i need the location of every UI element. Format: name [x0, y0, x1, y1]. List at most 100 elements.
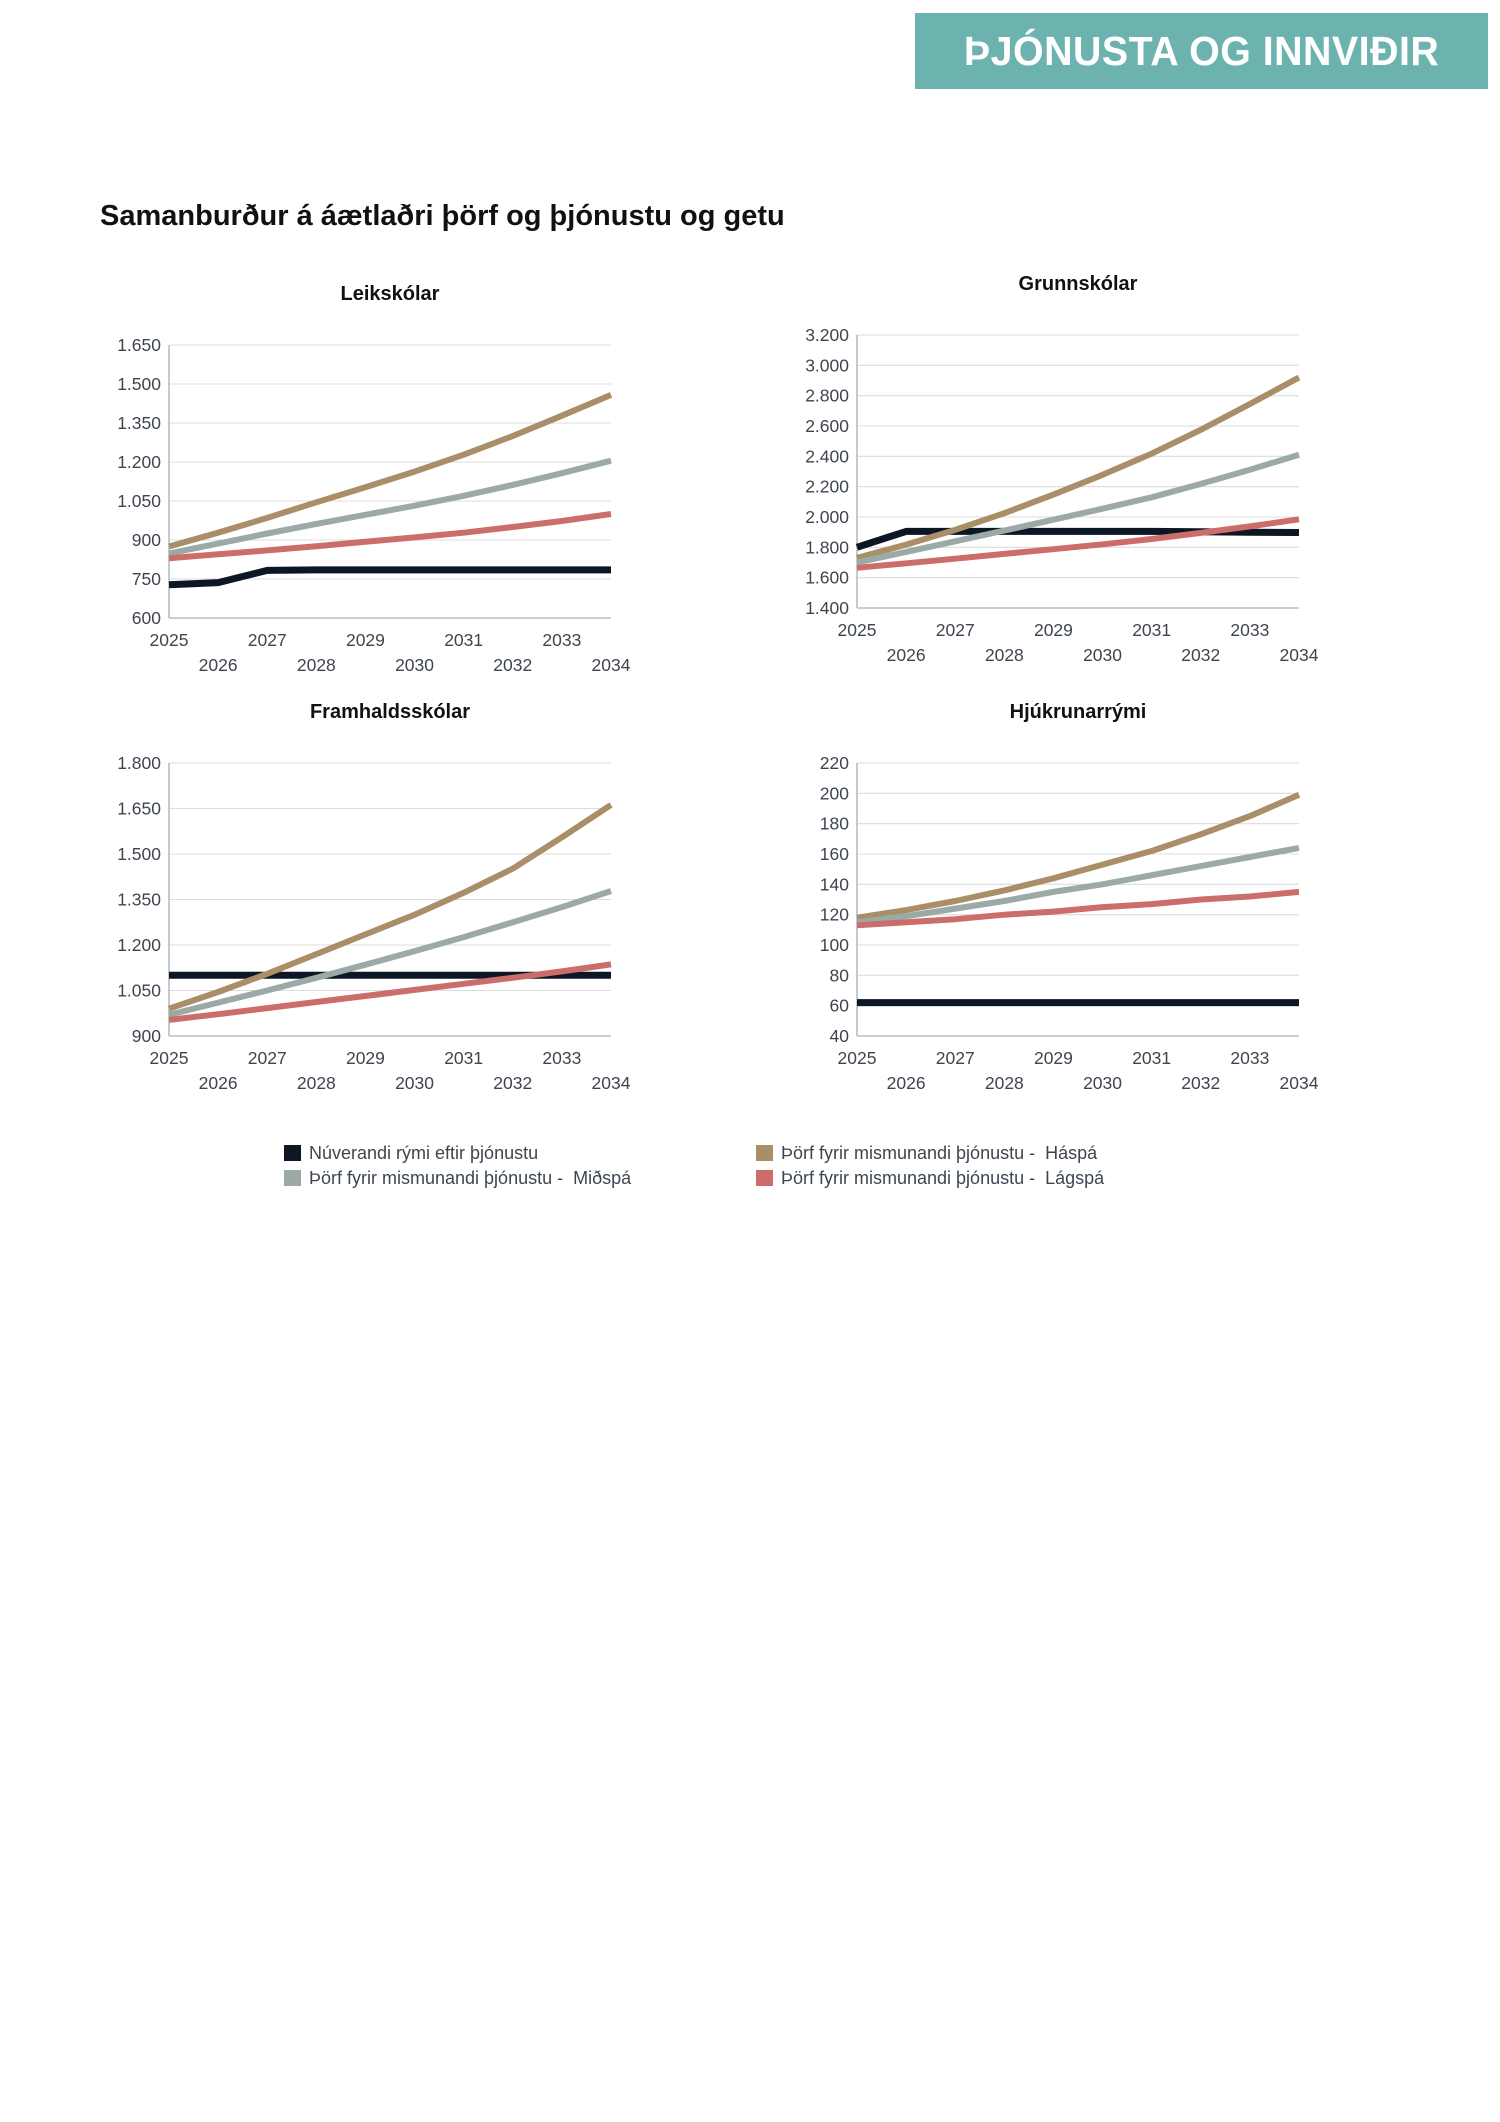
x-tick-label: 2031 [444, 630, 483, 650]
legend-label-lagspa: Þörf fyrir mismunandi þjónustu - Lágspá [781, 1167, 1105, 1188]
chart-hjukrunarrymi: 40 60 80 100 120 140 160 180 200 220 2025 2026 2027 2… [785, 686, 1325, 1131]
y-tick-label: 1.050 [117, 491, 161, 511]
y-tick-label: 180 [820, 814, 849, 834]
chart-grunnskolar: 1.400 1.600 1.800 2.000 2.200 2.400 2.600 2.800… [785, 258, 1325, 703]
x-tick-label: 2034 [1280, 645, 1319, 665]
x-tick-label: 2030 [395, 1073, 434, 1093]
x-tick-label: 2025 [150, 1048, 189, 1068]
y-tick-label: 3.000 [805, 355, 849, 375]
x-tick-label: 2032 [493, 1073, 532, 1093]
x-tick-label: 2028 [297, 1073, 336, 1093]
y-tick-label: 1.050 [117, 980, 161, 1000]
series-line-midspa [168, 888, 612, 1018]
y-tick-label: 2.200 [805, 477, 849, 497]
legend-swatch-current [284, 1145, 301, 1161]
y-tick-label: 1.650 [117, 798, 161, 818]
chart-canvas-leikskolar: 600 750 900 1.050 1.200 1.350 1.500 1.650 2025 20… [117, 283, 631, 675]
y-tick-label: 2.400 [805, 446, 849, 466]
y-tick-label: 1.800 [805, 537, 849, 557]
y-tick-label: 60 [830, 996, 850, 1016]
y-tick-label: 140 [820, 874, 849, 894]
section-badge-label: ÞJÓNUSTA OG INNVIÐIR [963, 27, 1440, 74]
series-line-midspa [856, 451, 1300, 566]
chart-leikskolar: 600 750 900 1.050 1.200 1.350 1.500 1.650 2025 20… [97, 268, 637, 713]
y-tick-label: 1.350 [117, 413, 161, 433]
legend-item-current: Núverandi rými eftir þjónustu [284, 1141, 756, 1165]
x-tick-label: 2031 [1132, 1048, 1171, 1068]
y-tick-label: 2.600 [805, 416, 849, 436]
series-line-lagspa [856, 888, 1300, 929]
series-line-haspa [856, 374, 1301, 561]
y-tick-label: 100 [820, 935, 849, 955]
x-tick-label: 2027 [936, 620, 975, 640]
x-tick-label: 2025 [838, 620, 877, 640]
x-tick-label: 2032 [1181, 1073, 1220, 1093]
y-tick-label: 1.500 [117, 844, 161, 864]
y-tick-label: 1.200 [117, 935, 161, 955]
y-tick-label: 600 [132, 608, 161, 628]
legend-item-lagspa: Þörf fyrir mismunandi þjónustu - Lágspá [756, 1166, 1104, 1190]
x-tick-label: 2025 [838, 1048, 877, 1068]
x-tick-label: 2033 [1230, 620, 1269, 640]
x-tick-label: 2026 [199, 1073, 238, 1093]
x-tick-label: 2026 [887, 645, 926, 665]
x-tick-label: 2033 [542, 630, 581, 650]
x-tick-label: 2029 [346, 1048, 385, 1068]
x-tick-label: 2033 [542, 1048, 581, 1068]
x-tick-label: 2029 [346, 630, 385, 650]
x-tick-label: 2034 [592, 1073, 631, 1093]
legend-label-current: Núverandi rými eftir þjónustu [309, 1142, 539, 1163]
x-tick-label: 2028 [297, 655, 336, 675]
x-tick-label: 2027 [248, 1048, 287, 1068]
chart-canvas-framhaldsskolar: 900 1.050 1.200 1.350 1.500 1.650 1.800 2025 202… [117, 701, 631, 1093]
y-tick-label: 900 [132, 1026, 161, 1046]
y-tick-label: 2.000 [805, 507, 849, 527]
y-tick-label: 2.800 [805, 386, 849, 406]
legend-item-haspa: Þörf fyrir mismunandi þjónustu - Háspá [756, 1141, 1104, 1165]
x-tick-label: 2026 [887, 1073, 926, 1093]
chart-legend: Núverandi rými eftir þjónustu Þörf fyrir … [284, 1141, 1104, 1190]
series-line-lagspa [856, 516, 1300, 571]
x-tick-label: 2034 [592, 655, 631, 675]
series-line-lagspa [168, 511, 612, 562]
legend-swatch-haspa [756, 1145, 773, 1161]
x-tick-label: 2032 [1181, 645, 1220, 665]
legend-swatch-midspa [284, 1170, 301, 1186]
x-tick-label: 2028 [985, 645, 1024, 665]
chart-canvas-hjukrunarrymi: 40 60 80 100 120 140 160 180 200 220 2025 2026 2027 2… [820, 701, 1319, 1093]
legend-swatch-lagspa [756, 1170, 773, 1186]
chart-title-grunnskolar: Grunnskólar [1019, 273, 1138, 295]
y-tick-label: 750 [132, 569, 161, 589]
series-line-current [168, 566, 611, 589]
series-line-midspa [856, 844, 1300, 926]
legend-label-midspa: Þörf fyrir mismunandi þjónustu - Miðspá [309, 1167, 632, 1188]
x-tick-label: 2027 [936, 1048, 975, 1068]
y-tick-label: 1.200 [117, 452, 161, 472]
y-tick-label: 1.350 [117, 889, 161, 909]
x-tick-label: 2033 [1230, 1048, 1269, 1068]
x-tick-label: 2031 [1132, 620, 1171, 640]
y-tick-label: 1.800 [117, 753, 161, 773]
x-tick-label: 2030 [1083, 645, 1122, 665]
x-tick-label: 2034 [1280, 1073, 1319, 1093]
chart-title-leikskolar: Leikskólar [341, 283, 440, 305]
x-tick-label: 2030 [1083, 1073, 1122, 1093]
y-tick-label: 120 [820, 905, 849, 925]
section-badge: ÞJÓNUSTA OG INNVIÐIR [915, 13, 1488, 89]
x-tick-label: 2027 [248, 630, 287, 650]
y-tick-label: 3.200 [805, 325, 849, 345]
x-tick-label: 2028 [985, 1073, 1024, 1093]
x-tick-label: 2030 [395, 655, 434, 675]
legend-item-midspa: Þörf fyrir mismunandi þjónustu - Miðspá [284, 1166, 756, 1190]
y-tick-label: 1.650 [117, 335, 161, 355]
series-line-haspa [856, 792, 1301, 921]
y-tick-label: 220 [820, 753, 849, 773]
y-tick-label: 1.500 [117, 374, 161, 394]
y-tick-label: 200 [820, 783, 849, 803]
chart-title-hjukrunarrymi: Hjúkrunarrými [1010, 701, 1147, 723]
y-tick-label: 900 [132, 530, 161, 550]
x-tick-label: 2029 [1034, 1048, 1073, 1068]
y-tick-label: 1.400 [805, 598, 849, 618]
x-tick-label: 2025 [150, 630, 189, 650]
